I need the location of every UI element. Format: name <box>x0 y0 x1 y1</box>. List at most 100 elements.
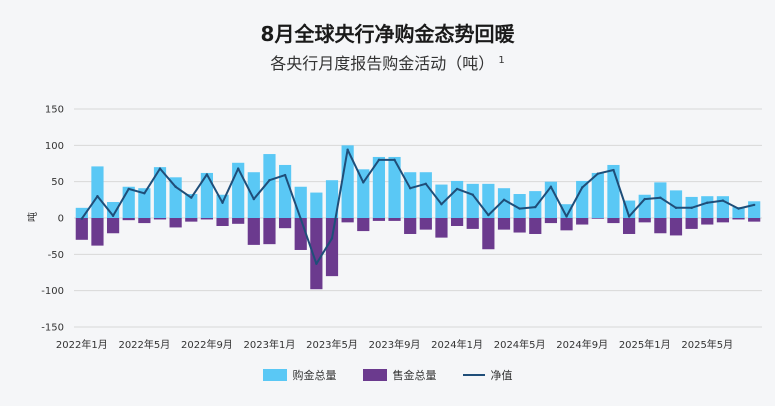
net-point <box>659 196 662 199</box>
net-point <box>596 172 600 175</box>
sale-bar <box>357 218 370 232</box>
purchase-bar <box>450 180 464 218</box>
legend: 购金总量 售金总量 净值 <box>0 367 775 383</box>
net-point <box>440 202 443 206</box>
net-point <box>643 197 646 201</box>
net-point <box>80 217 84 220</box>
net-line-path <box>80 148 755 265</box>
net-point <box>221 201 224 204</box>
purchase-bar <box>357 169 370 218</box>
legend-swatch-sales <box>362 369 387 381</box>
purchase-bar <box>591 172 604 218</box>
net-point <box>252 197 256 201</box>
y-tick-label: 0 <box>58 214 64 225</box>
net-point <box>721 199 725 202</box>
sale-bar <box>169 218 182 228</box>
sale-bar <box>560 218 573 231</box>
net-point <box>455 187 459 191</box>
sale-bar <box>576 218 589 225</box>
net-point <box>96 195 99 198</box>
y-tick-label: -150 <box>41 323 64 334</box>
net-point <box>674 206 678 210</box>
sale-bar <box>419 218 432 230</box>
purchase-bar <box>310 192 323 218</box>
sale-bar <box>200 218 214 220</box>
purchase-bar <box>91 166 104 218</box>
legend-item-net: 净值 <box>462 367 513 383</box>
sale-bar <box>372 218 386 221</box>
purchase-bar <box>75 207 88 218</box>
sale-bar <box>278 218 292 229</box>
sale-bar <box>685 218 698 229</box>
net-point <box>471 193 474 196</box>
sale-bar <box>75 218 88 240</box>
sale-bar <box>544 218 558 224</box>
purchase-bar <box>482 183 495 218</box>
purchase-bar <box>122 186 135 218</box>
purchase-bar <box>216 194 229 218</box>
net-point <box>502 198 506 202</box>
purchase-bar <box>701 196 714 218</box>
purchase-bar <box>372 156 386 218</box>
y-tick-label: 150 <box>45 105 64 116</box>
purchase-bar <box>169 177 182 218</box>
net-point <box>111 214 115 218</box>
chart-title: 8月全球央行净购金态势回暖 <box>260 22 515 46</box>
sale-bar <box>748 218 761 222</box>
x-axis: 2022年1月 2022年5月 2022年9月 2023年1月 2023年5月 2023年… <box>56 338 733 351</box>
net-point <box>580 186 584 189</box>
purchase-bar <box>732 207 745 218</box>
net-point <box>408 187 412 190</box>
sale-bar <box>529 218 542 234</box>
sale-bar <box>732 218 745 220</box>
sale-bar <box>263 218 276 245</box>
sale-bar <box>591 218 604 219</box>
net-point <box>330 237 334 240</box>
sale-bar <box>638 218 651 223</box>
y-tick-label: 50 <box>51 177 64 188</box>
purchase-bar <box>654 182 667 218</box>
purchase-bar <box>278 164 292 218</box>
purchase-bar <box>325 180 339 218</box>
net-point <box>737 207 740 210</box>
net-point <box>612 168 615 172</box>
sale-bar <box>388 218 401 221</box>
net-point <box>377 158 381 162</box>
legend-item-sales: 售金总量 <box>362 367 437 383</box>
purchase-bar <box>576 180 589 218</box>
purchase-bar <box>529 191 542 218</box>
legend-item-purchases: 购金总量 <box>262 367 337 383</box>
purchase-bar <box>185 194 198 218</box>
net-point <box>393 158 396 162</box>
y-tick-label: 100 <box>45 141 64 152</box>
purchase-bar <box>560 204 573 218</box>
sale-bar <box>622 218 636 234</box>
sale-bar <box>325 218 339 277</box>
purchase-bar <box>497 188 511 218</box>
net-point <box>190 196 193 199</box>
legend-swatch-net <box>462 374 485 376</box>
bars <box>75 145 761 290</box>
net-point <box>205 173 209 176</box>
net-point <box>268 179 271 182</box>
net-point <box>127 187 130 191</box>
y-axis: 150 100 50 0 -50 -100 -150 <box>41 105 64 334</box>
sale-bar <box>138 218 151 224</box>
sale-bar <box>310 218 323 290</box>
sale-bar <box>716 218 730 223</box>
net-point <box>299 217 302 220</box>
net-point <box>315 262 318 265</box>
purchase-bar <box>638 194 651 218</box>
net-point <box>487 213 490 217</box>
sale-bar <box>654 218 667 234</box>
purchase-bar <box>138 188 151 218</box>
purchase-bar <box>341 145 354 218</box>
x-tick-label: 2025年5月 <box>681 338 733 351</box>
purchase-bar <box>232 162 245 218</box>
purchase-bar <box>669 190 683 218</box>
x-tick-label: 2022年1月 <box>56 338 108 351</box>
x-tick-label: 2023年1月 <box>244 338 296 351</box>
net-line <box>80 148 756 265</box>
legend-label-sales: 售金总量 <box>392 369 437 382</box>
purchase-bar <box>435 184 448 218</box>
